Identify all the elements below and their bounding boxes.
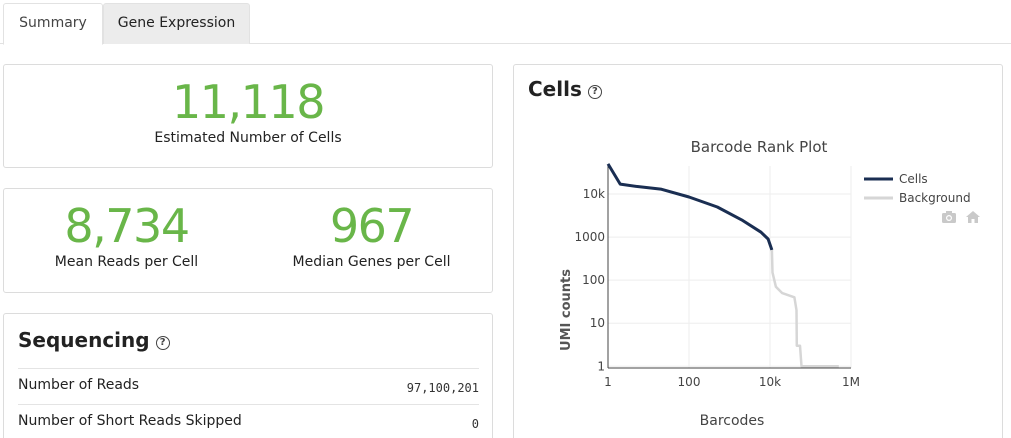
tab-gene-expression[interactable]: Gene Expression [103,3,250,44]
home-icon[interactable] [966,211,980,223]
x-tick-label: 10k [759,375,781,389]
help-icon[interactable]: ? [155,335,170,350]
series-line-background [770,249,839,368]
cells-header: Cells? [528,77,602,101]
table-row: Number of Short Reads Skipped 0 [18,404,479,438]
tab-summary[interactable]: Summary [3,3,103,45]
table-row: Number of Reads 97,100,201 [18,368,479,404]
reads-genes-card: 8,734 Mean Reads per Cell 967 Median Gen… [3,188,493,293]
sequencing-card: Sequencing? Number of Reads 97,100,201 N… [3,313,493,438]
estimated-cells-label: Estimated Number of Cells [154,130,342,146]
help-icon[interactable]: ? [587,84,602,99]
mean-reads-value: 8,734 [64,199,190,253]
median-genes-value: 967 [329,199,415,253]
row-value: 0 [471,417,479,431]
barcode-rank-plot: Barcode Rank Plot 1 100 10k 1M 1 10 100 1000 10k… [559,138,980,429]
y-tick-label: 1 [597,359,605,373]
y-tick-label: 100 [582,273,605,287]
x-tick-label: 100 [678,375,701,389]
legend-item[interactable]: Background [899,191,971,205]
plot-series [606,163,839,368]
chart-legend[interactable]: Cells Background [864,172,971,205]
y-tick-label: 10 [590,316,605,330]
row-label: Number of Short Reads Skipped [18,413,242,429]
estimated-cells-value: 11,118 [172,75,325,129]
chart-title: Barcode Rank Plot [691,138,828,156]
y-axis-label: UMI counts [559,269,574,351]
x-axis-label: Barcodes [700,413,765,429]
median-genes-metric: 967 Median Genes per Cell [249,189,494,292]
row-label: Number of Reads [18,377,140,393]
mean-reads-label: Mean Reads per Cell [54,254,199,270]
series-line-cells [606,163,774,251]
x-tick-label: 1M [842,375,860,389]
cells-card: Cells? Barcode Rank Plot 1 100 10k 1M 1 10 100… [513,64,1003,438]
mean-reads-metric: 8,734 Mean Reads per Cell [4,189,249,292]
legend-item[interactable]: Cells [899,172,928,186]
median-genes-label: Median Genes per Cell [292,254,451,270]
y-tick-label: 10k [583,187,605,201]
sequencing-title: Sequencing [18,328,150,352]
cells-title: Cells [528,77,582,101]
estimated-cells-card: 11,118 Estimated Number of Cells [3,64,493,168]
tab-bar: Summary Gene Expression [0,0,1011,45]
plot-grid [607,166,852,368]
x-tick-label: 1 [604,375,612,389]
row-value: 97,100,201 [406,381,479,395]
y-tick-label: 1000 [574,230,605,244]
sequencing-header: Sequencing? [18,328,170,352]
camera-icon[interactable] [942,211,956,223]
plot-axes: 1 100 10k 1M 1 10 100 1000 10k [574,166,860,389]
